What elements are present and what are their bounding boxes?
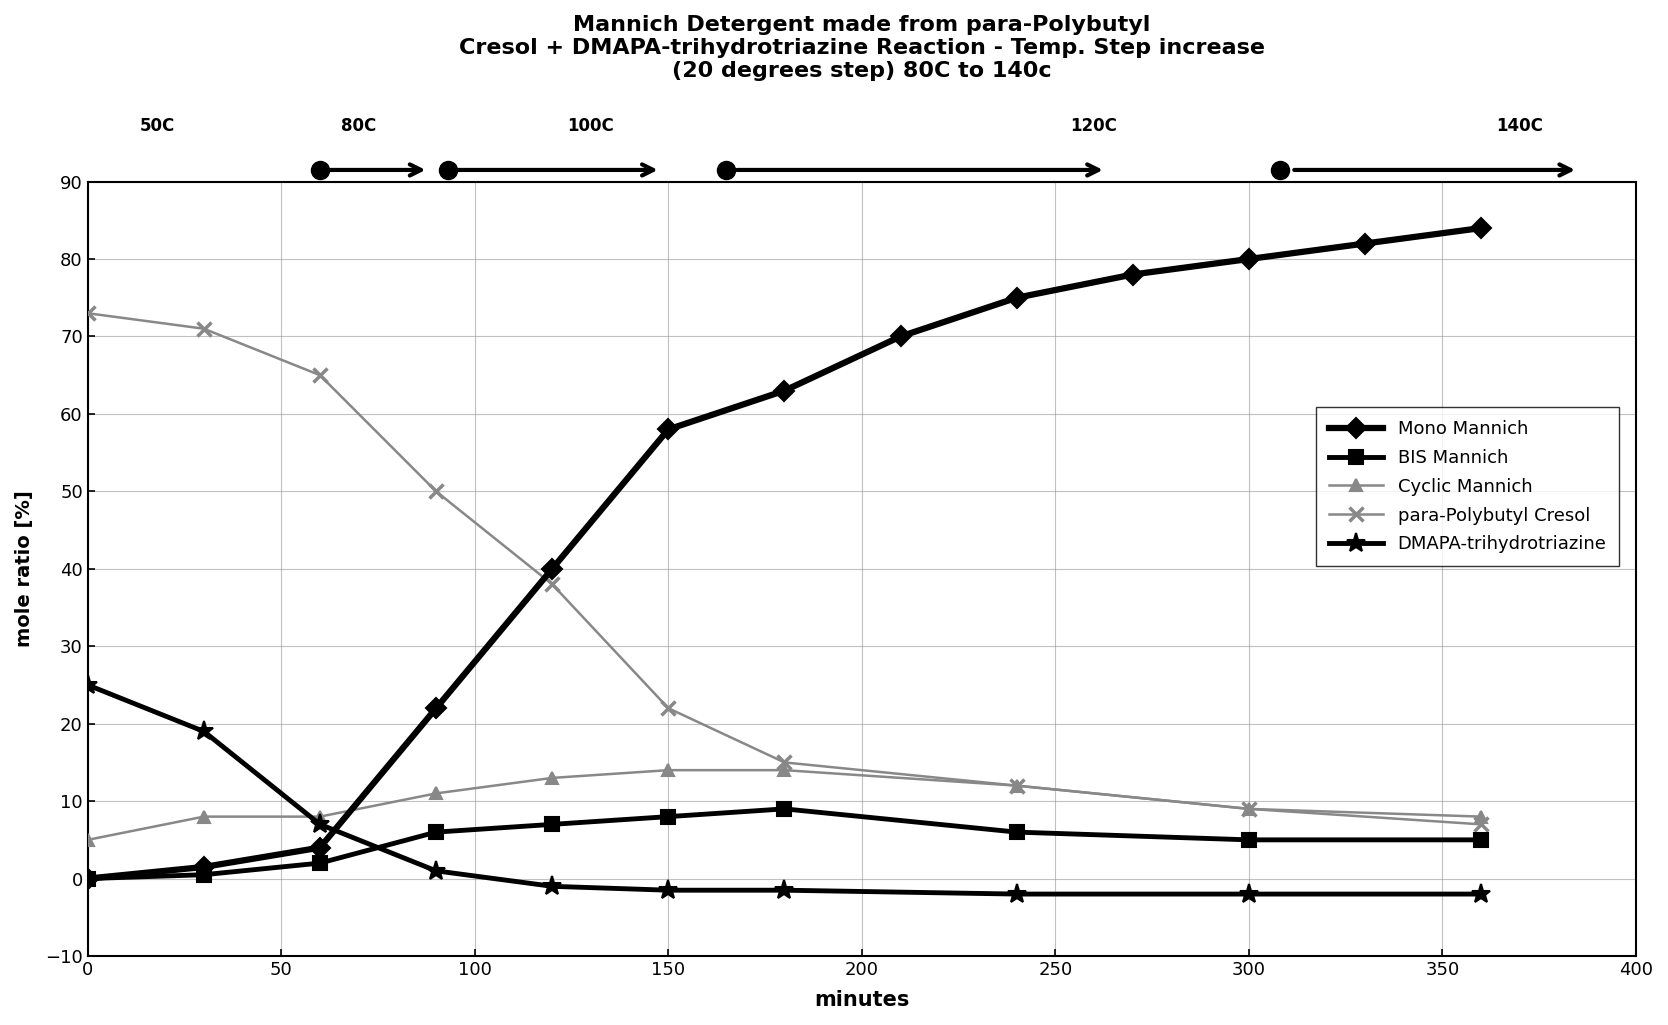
- Mono Mannich: [774, 384, 794, 397]
- Mono Mannich: [310, 842, 330, 854]
- Cyclic Mannich: [78, 833, 98, 846]
- para-Polybutyl Cresol: [193, 323, 214, 335]
- para-Polybutyl Cresol: [425, 485, 445, 497]
- DMAPA-trihydrotriazine: [310, 818, 330, 830]
- DMAPA-trihydrotriazine: [542, 880, 562, 893]
- para-Polybutyl Cresol: [1007, 779, 1027, 791]
- Mono Mannich: [1354, 238, 1374, 250]
- Text: 80C: 80C: [340, 117, 377, 135]
- BIS Mannich: [774, 803, 794, 815]
- Y-axis label: mole ratio [%]: mole ratio [%]: [15, 490, 33, 647]
- Cyclic Mannich: [542, 772, 562, 784]
- Mono Mannich: [1471, 221, 1491, 234]
- Text: 140C: 140C: [1496, 117, 1543, 135]
- Line: Mono Mannich: Mono Mannich: [80, 221, 1488, 886]
- Cyclic Mannich: [1239, 803, 1259, 815]
- Mono Mannich: [78, 872, 98, 885]
- BIS Mannich: [1007, 826, 1027, 838]
- Title: Mannich Detergent made from para-Polybutyl
Cresol + DMAPA-trihydrotriazine React: Mannich Detergent made from para-Polybut…: [459, 15, 1264, 81]
- BIS Mannich: [310, 857, 330, 869]
- Mono Mannich: [193, 861, 214, 873]
- Mono Mannich: [659, 423, 679, 436]
- para-Polybutyl Cresol: [659, 702, 679, 714]
- Mono Mannich: [542, 563, 562, 575]
- BIS Mannich: [659, 811, 679, 823]
- BIS Mannich: [1239, 833, 1259, 846]
- BIS Mannich: [1471, 833, 1491, 846]
- para-Polybutyl Cresol: [774, 756, 794, 769]
- Mono Mannich: [1007, 291, 1027, 303]
- Line: para-Polybutyl Cresol: para-Polybutyl Cresol: [80, 306, 1488, 831]
- DMAPA-trihydrotriazine: [425, 865, 445, 877]
- X-axis label: minutes: minutes: [814, 990, 909, 1010]
- Cyclic Mannich: [425, 787, 445, 800]
- para-Polybutyl Cresol: [1471, 818, 1491, 830]
- Cyclic Mannich: [659, 764, 679, 776]
- DMAPA-trihydrotriazine: [1239, 888, 1259, 900]
- DMAPA-trihydrotriazine: [1007, 888, 1027, 900]
- Cyclic Mannich: [310, 811, 330, 823]
- DMAPA-trihydrotriazine: [193, 726, 214, 738]
- Cyclic Mannich: [1007, 779, 1027, 791]
- DMAPA-trihydrotriazine: [78, 679, 98, 691]
- Mono Mannich: [1239, 253, 1259, 265]
- Text: 50C: 50C: [140, 117, 175, 135]
- para-Polybutyl Cresol: [78, 308, 98, 320]
- Cyclic Mannich: [193, 811, 214, 823]
- Line: DMAPA-trihydrotriazine: DMAPA-trihydrotriazine: [78, 675, 1491, 904]
- Cyclic Mannich: [1471, 811, 1491, 823]
- Text: 100C: 100C: [567, 117, 614, 135]
- Mono Mannich: [425, 702, 445, 714]
- DMAPA-trihydrotriazine: [659, 884, 679, 896]
- BIS Mannich: [78, 872, 98, 885]
- para-Polybutyl Cresol: [542, 578, 562, 590]
- DMAPA-trihydrotriazine: [774, 884, 794, 896]
- BIS Mannich: [542, 818, 562, 830]
- BIS Mannich: [193, 868, 214, 880]
- Legend: Mono Mannich, BIS Mannich, Cyclic Mannich, para-Polybutyl Cresol, DMAPA-trihydro: Mono Mannich, BIS Mannich, Cyclic Mannic…: [1316, 408, 1620, 566]
- Mono Mannich: [1123, 269, 1143, 281]
- para-Polybutyl Cresol: [1239, 803, 1259, 815]
- para-Polybutyl Cresol: [310, 369, 330, 381]
- Cyclic Mannich: [774, 764, 794, 776]
- Text: 120C: 120C: [1071, 117, 1118, 135]
- Mono Mannich: [891, 330, 911, 342]
- DMAPA-trihydrotriazine: [1471, 888, 1491, 900]
- Line: BIS Mannich: BIS Mannich: [80, 802, 1488, 886]
- BIS Mannich: [425, 826, 445, 838]
- Line: Cyclic Mannich: Cyclic Mannich: [82, 764, 1488, 846]
